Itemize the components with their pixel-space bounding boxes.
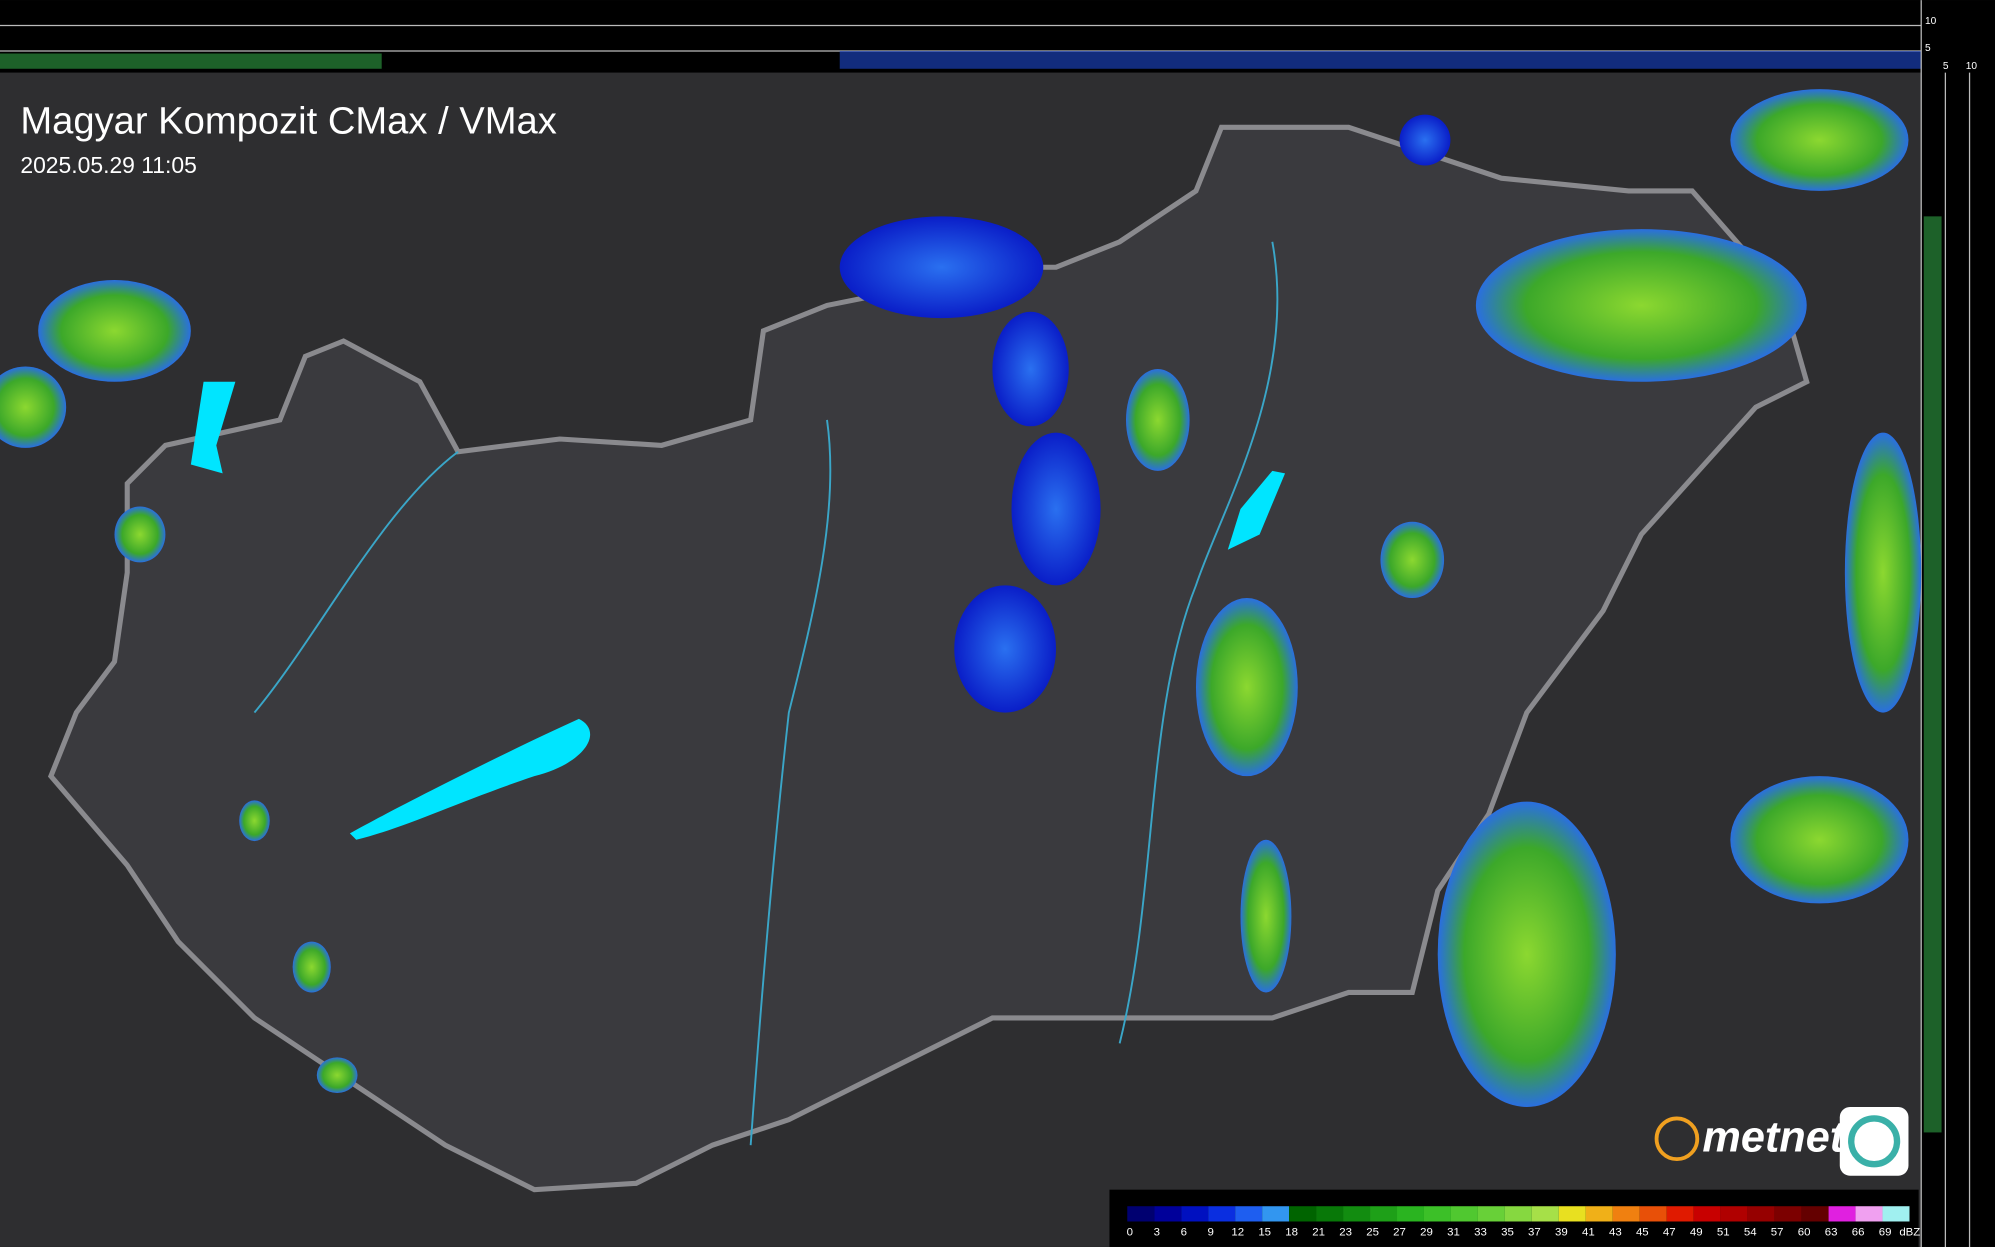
color-segment	[1882, 1206, 1910, 1222]
legend-tick-label: 21	[1312, 1226, 1325, 1238]
map-title: Magyar Kompozit CMax / VMax	[20, 100, 556, 143]
legend-tick-label: 47	[1663, 1226, 1676, 1238]
color-segment	[1154, 1206, 1182, 1222]
legend-tick-label: 12	[1231, 1226, 1244, 1238]
legend-unit: dBZ	[1899, 1226, 1920, 1238]
strip-echo	[1923, 216, 1942, 1133]
country-border	[47, 124, 1810, 1193]
legend-tick-label: 39	[1555, 1226, 1568, 1238]
rivers	[253, 241, 1279, 1146]
color-segment	[1343, 1206, 1371, 1222]
legend: 0 3 6 9 12 15 18 21 23 25 27 29 31 33 35 37 39 41 43 45 47 49…	[1127, 1206, 1920, 1238]
color-segment	[1801, 1206, 1829, 1222]
side-label: 10	[1966, 61, 1978, 72]
legend-tick-label: 29	[1420, 1226, 1433, 1238]
strip-echo	[0, 53, 382, 69]
legend-tick-label: 54	[1744, 1226, 1757, 1238]
legend-tick-label: 51	[1717, 1226, 1730, 1238]
legend-tick-label: 0	[1127, 1226, 1133, 1238]
color-segment	[1181, 1206, 1209, 1222]
lake-neusiedl	[190, 381, 236, 474]
legend-tick-label: 3	[1154, 1226, 1160, 1238]
color-segment	[1693, 1206, 1721, 1222]
color-segment	[1208, 1206, 1236, 1222]
legend-tick-label: 37	[1528, 1226, 1541, 1238]
lake-tisza	[1227, 470, 1286, 550]
legend-tick-label: 49	[1690, 1226, 1703, 1238]
color-segment	[1828, 1206, 1856, 1222]
color-segment	[1127, 1206, 1155, 1222]
side-label: 5	[1943, 61, 1949, 72]
color-segment	[1370, 1206, 1398, 1222]
timestamp: 2025.05.29 11:05	[20, 152, 197, 178]
legend-tick-label: 6	[1181, 1226, 1187, 1238]
side-label: 5	[1925, 43, 1931, 54]
legend-tick-label: 9	[1208, 1226, 1214, 1238]
color-segment	[1477, 1206, 1505, 1222]
legend-tick-label: 18	[1285, 1226, 1298, 1238]
color-segment	[1262, 1206, 1290, 1222]
color-segment	[1504, 1206, 1532, 1222]
legend-tick-label: 15	[1258, 1226, 1271, 1238]
color-segment	[1316, 1206, 1344, 1222]
color-segment	[1774, 1206, 1802, 1222]
color-segment	[1289, 1206, 1317, 1222]
color-segment	[1235, 1206, 1263, 1222]
color-segment	[1612, 1206, 1640, 1222]
legend-tick-label: 43	[1609, 1226, 1622, 1238]
color-segment	[1531, 1206, 1559, 1222]
legend-tick-label: 41	[1582, 1226, 1595, 1238]
color-segment	[1423, 1206, 1451, 1222]
legend-tick-label: 60	[1798, 1226, 1811, 1238]
legend-tick-label: 45	[1636, 1226, 1649, 1238]
color-segment	[1747, 1206, 1775, 1222]
legend-tick-label: 35	[1501, 1226, 1514, 1238]
color-segment	[1666, 1206, 1694, 1222]
side-label: 10	[1925, 16, 1937, 27]
legend-tick-label: 69	[1879, 1226, 1892, 1238]
strip-echo	[839, 50, 1922, 69]
color-segment	[1585, 1206, 1613, 1222]
color-segment	[1558, 1206, 1586, 1222]
color-segment	[1450, 1206, 1478, 1222]
rain-echoes	[0, 89, 1922, 1107]
color-segment	[1639, 1206, 1667, 1222]
color-segment	[1397, 1206, 1424, 1222]
color-segment	[1855, 1206, 1883, 1222]
color-segment	[1720, 1206, 1748, 1222]
logo-text: metnet	[1702, 1114, 1845, 1162]
legend-tick-label: 25	[1366, 1226, 1379, 1238]
lake-balaton	[349, 718, 591, 840]
legend-tick-label: 31	[1447, 1226, 1460, 1238]
legend-tick-label: 27	[1393, 1226, 1406, 1238]
logo: metnet	[1654, 1106, 1909, 1176]
legend-tick-label: 63	[1825, 1226, 1838, 1238]
legend-tick-label: 23	[1339, 1226, 1352, 1238]
legend-tick-label: 33	[1474, 1226, 1487, 1238]
legend-tick-label: 66	[1852, 1226, 1865, 1238]
legend-tick-label: 57	[1771, 1226, 1784, 1238]
